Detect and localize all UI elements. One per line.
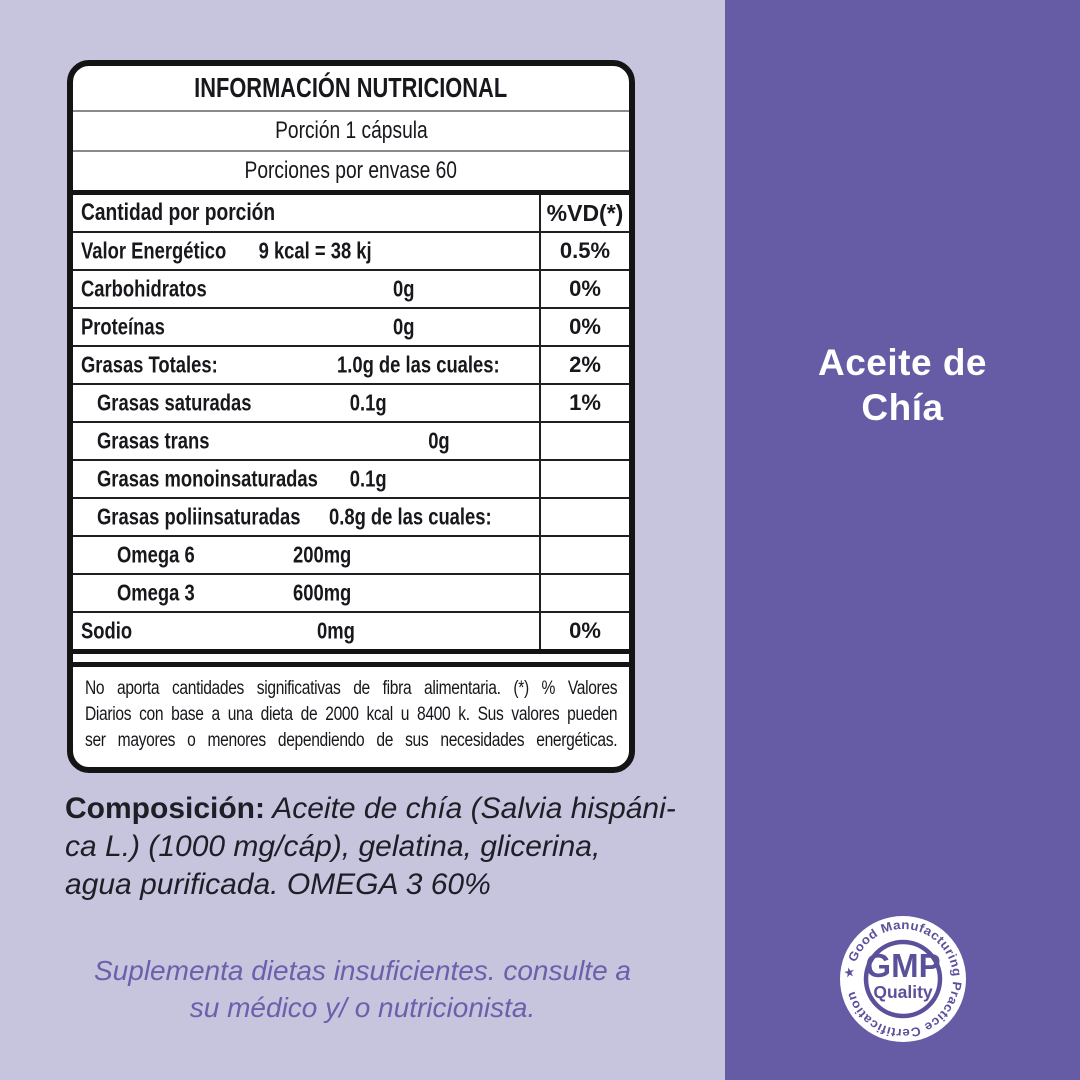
label-footnote: No aporta cantidades significativas de f… xyxy=(73,662,629,767)
table-row: Proteínas 0g 0% xyxy=(73,309,629,347)
table-row: Grasas saturadas 0.1g 1% xyxy=(73,385,629,423)
composition-text: Composición: Aceite de chía (Salvia hisp… xyxy=(65,790,677,904)
seal-gmp-text: GMP xyxy=(865,947,940,984)
table-row: Grasas trans 0g xyxy=(73,423,629,461)
nutrition-facts-label: INFORMACIÓN NUTRICIONAL Porción 1 cápsul… xyxy=(67,60,635,773)
nutrition-table: Cantidad por porción %VD(*) Valor Energé… xyxy=(73,190,629,654)
table-row: Grasas poliinsaturadas 0.8g de las cuale… xyxy=(73,499,629,537)
servings-per-container-row: Porciones por envase 60 xyxy=(244,157,458,184)
nutrition-label-title: INFORMACIÓN NUTRICIONAL xyxy=(73,66,629,112)
table-header-label: Cantidad por porción xyxy=(81,199,276,226)
serving-size-row: Porción 1 cápsula xyxy=(73,112,629,152)
table-row: Carbohidratos 0g 0% xyxy=(73,271,629,309)
seal-quality-text: Quality xyxy=(873,982,933,1002)
table-row: Omega 6 200mg xyxy=(73,537,629,575)
product-title: Aceite de Chía xyxy=(817,342,987,428)
left-panel: INFORMACIÓN NUTRICIONAL Porción 1 cápsul… xyxy=(65,60,677,1023)
right-panel: Aceite de Chía ★ Good Manufacturing Prac… xyxy=(725,0,1080,1080)
nutrition-label-title-text: INFORMACIÓN NUTRICIONAL xyxy=(194,72,508,103)
composition-line: ca L.) (1000 mg/cáp), gelatina, glicerin… xyxy=(65,830,601,863)
table-row: Valor Energético 9 kcal = 38 kj 0.5% xyxy=(73,233,629,271)
table-row: Grasas Totales: 1.0g de las cuales: 2% xyxy=(73,347,629,385)
table-row: Omega 3 600mg xyxy=(73,575,629,613)
table-header-row: Cantidad por porción %VD(*) xyxy=(73,195,629,233)
gmp-quality-seal-icon: ★ Good Manufacturing Practice Certificat… xyxy=(839,915,967,1043)
composition-line: agua purificada. OMEGA 3 60% xyxy=(65,868,491,901)
table-row: Sodio 0mg 0% xyxy=(73,613,629,649)
composition-label: Composición: xyxy=(65,792,265,825)
advisory-text: Suplementa dietas insuficientes. consult… xyxy=(94,955,631,1023)
table-row: Grasas monoinsaturadas 0.1g xyxy=(73,461,629,499)
composition-line: Composición: Aceite de chía (Salvia hisp… xyxy=(65,792,676,825)
table-header-vd: %VD(*) xyxy=(539,195,629,231)
